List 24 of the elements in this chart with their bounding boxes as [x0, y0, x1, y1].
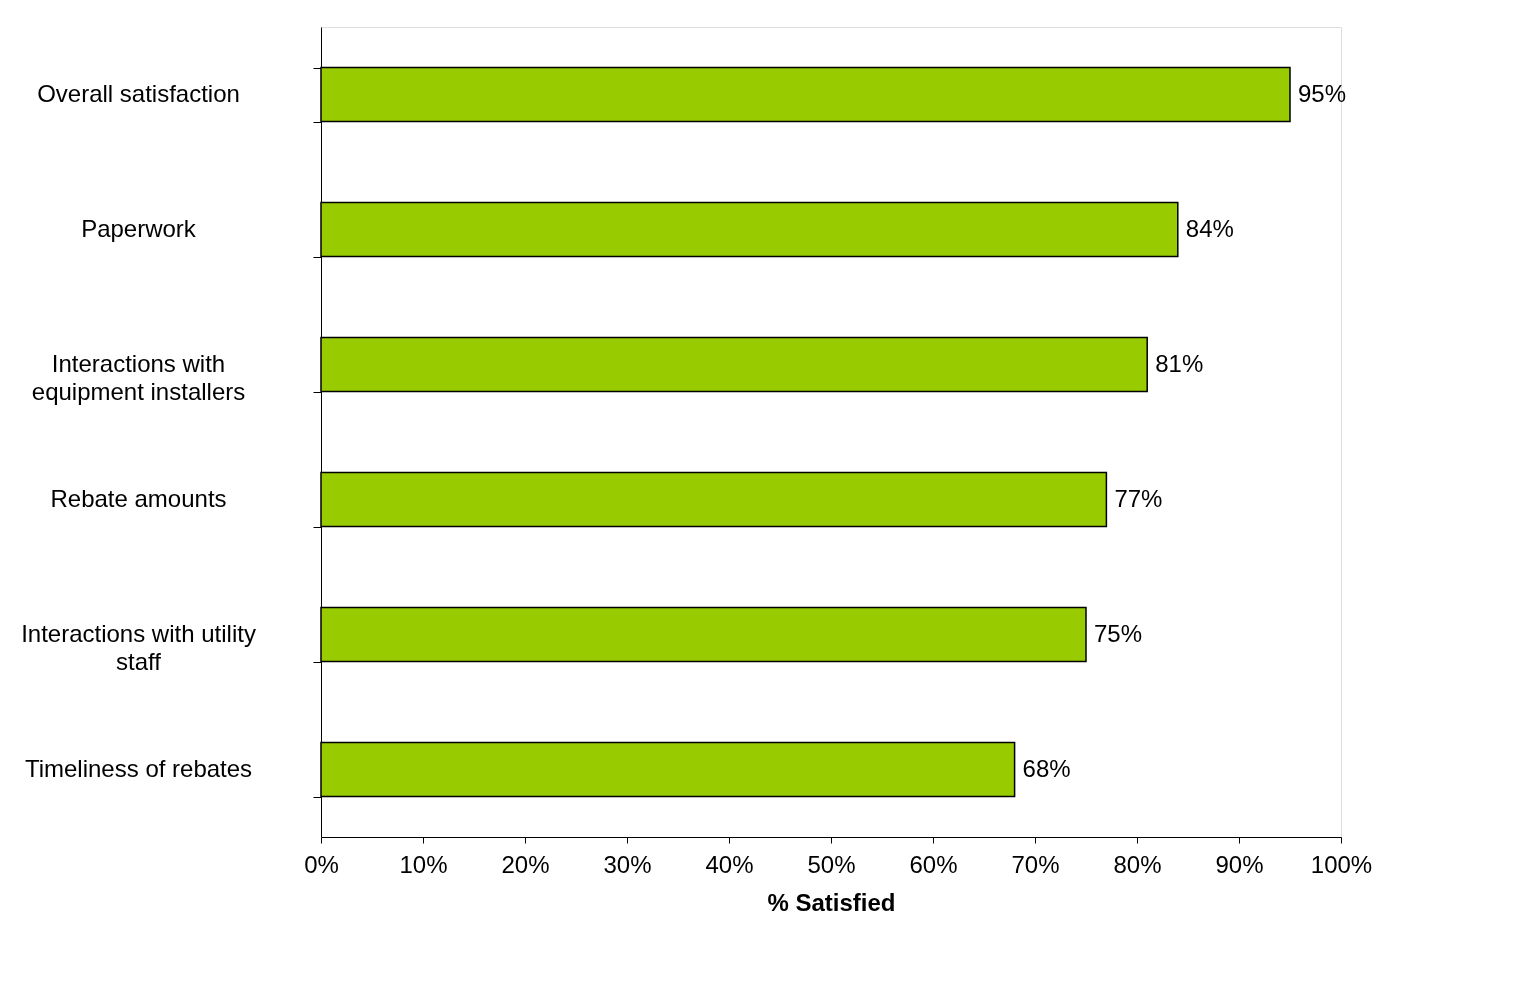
x-tick-label: 20% — [501, 850, 550, 878]
y-tick-label: Timeliness of rebates — [24, 755, 253, 782]
x-tick-label: 40% — [705, 850, 754, 878]
y-tick-label: Rebate amounts — [50, 485, 227, 512]
y-tick-label: Interactions with equipment installers — [31, 350, 246, 405]
data-label: 77% — [1114, 484, 1163, 512]
data-label: 84% — [1185, 214, 1234, 242]
x-tick-label: 60% — [909, 850, 958, 878]
y-tick-label: Paperwork — [81, 215, 197, 242]
x-tick-label: 50% — [807, 850, 856, 878]
x-tick-label: 10% — [399, 850, 448, 878]
x-tick-label: 100% — [1310, 850, 1373, 878]
x-tick-label: 30% — [603, 850, 652, 878]
data-label: 75% — [1094, 619, 1143, 647]
y-tick-label: Interactions with utility staff — [21, 620, 256, 675]
x-axis-title: % Satisfied — [767, 888, 896, 916]
x-tick-label: 80% — [1113, 850, 1162, 878]
y-tick-label: Overall satisfaction — [37, 80, 240, 107]
data-label: 68% — [1022, 754, 1071, 782]
data-label: 81% — [1155, 349, 1204, 377]
x-tick-label: 0% — [304, 850, 339, 878]
data-label: 95% — [1298, 79, 1347, 107]
x-tick-label: 90% — [1215, 850, 1264, 878]
x-tick-label: 70% — [1011, 850, 1060, 878]
